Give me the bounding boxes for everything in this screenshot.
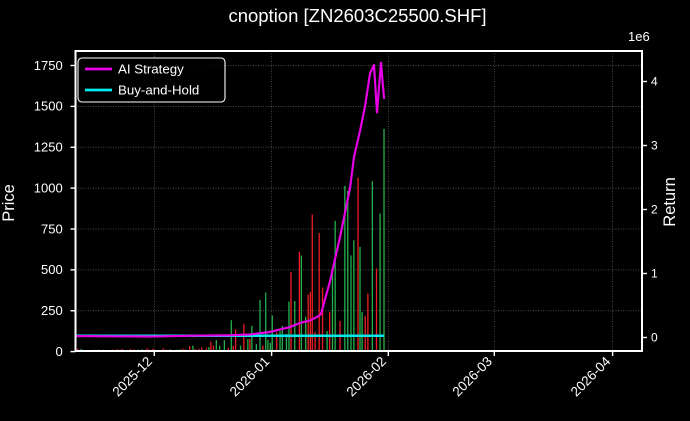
svg-text:250: 250 bbox=[41, 303, 63, 318]
svg-text:750: 750 bbox=[41, 221, 63, 236]
svg-text:1500: 1500 bbox=[34, 99, 63, 114]
svg-text:4: 4 bbox=[651, 75, 658, 89]
svg-text:2: 2 bbox=[651, 203, 658, 217]
svg-text:0: 0 bbox=[55, 344, 62, 359]
svg-text:500: 500 bbox=[41, 262, 63, 277]
svg-text:1: 1 bbox=[651, 267, 658, 281]
svg-text:Return: Return bbox=[661, 177, 679, 227]
svg-text:3: 3 bbox=[651, 139, 658, 153]
svg-text:cnoption [ZN2603C25500.SHF]: cnoption [ZN2603C25500.SHF] bbox=[228, 5, 486, 26]
svg-text:1000: 1000 bbox=[34, 180, 63, 195]
svg-text:AI Strategy: AI Strategy bbox=[118, 62, 184, 77]
svg-text:1e6: 1e6 bbox=[628, 29, 650, 44]
svg-text:Buy-and-Hold: Buy-and-Hold bbox=[118, 83, 199, 98]
svg-text:Price: Price bbox=[0, 184, 18, 222]
svg-text:0: 0 bbox=[651, 331, 658, 345]
svg-text:1250: 1250 bbox=[34, 140, 63, 155]
svg-text:1750: 1750 bbox=[34, 58, 63, 73]
